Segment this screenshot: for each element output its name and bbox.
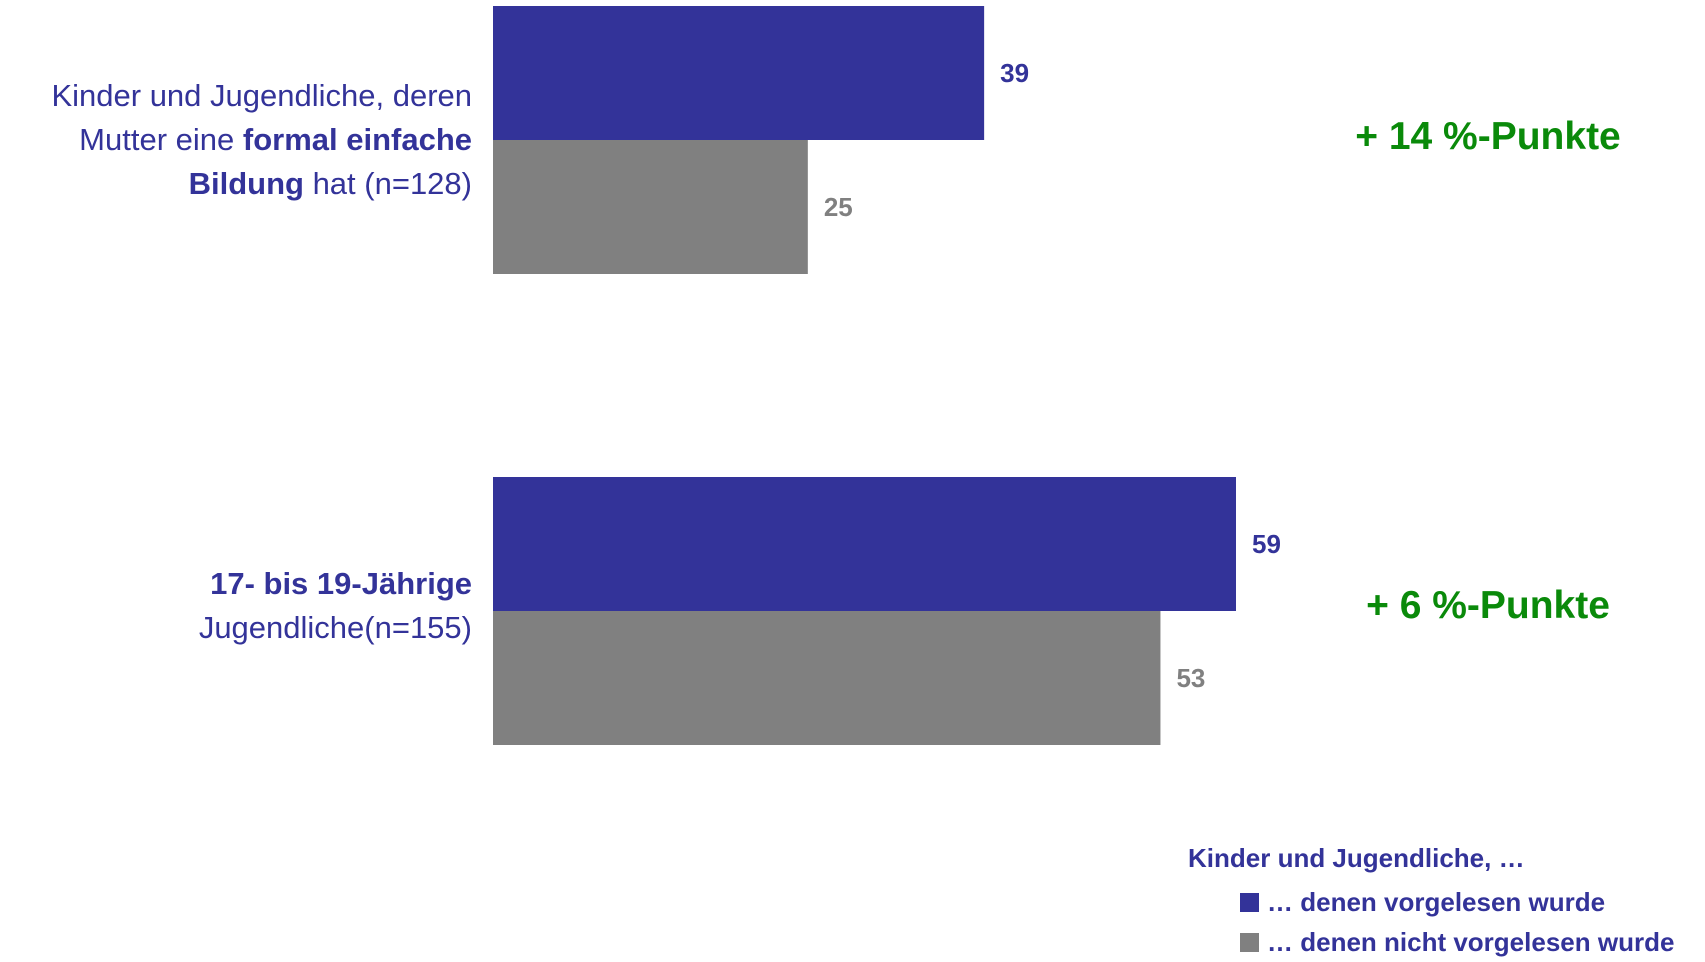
category-label-17-19-jaehrige: 17- bis 19-Jährige Jugendliche(n=155) <box>199 562 472 650</box>
legend-item-vorgelesen: … denen vorgelesen wurde <box>1240 887 1605 918</box>
category-label-line: Bildung hat (n=128) <box>188 166 472 201</box>
data-label-formal-einfache-bildung-series-1: 25 <box>824 192 853 222</box>
bar-17-19-jaehrige-series-0 <box>493 477 1236 611</box>
legend-item-label: … denen vorgelesen wurde <box>1267 887 1606 917</box>
difference-annotation-17-19-jaehrige: + 6 %-Punkte <box>1366 584 1610 627</box>
legend-swatch <box>1240 893 1259 912</box>
legend-item-nicht-vorgelesen: … denen nicht vorgelesen wurde <box>1240 927 1674 958</box>
legend-item-label: … denen nicht vorgelesen wurde <box>1267 927 1675 957</box>
legend-title: Kinder und Jugendliche, … <box>1188 843 1525 873</box>
category-label-line: Jugendliche(n=155) <box>198 610 472 645</box>
category-label-line: Kinder und Jugendliche, deren <box>51 78 472 113</box>
legend: Kinder und Jugendliche, … … denen vorgel… <box>1188 843 1674 957</box>
bar-formal-einfache-bildung-series-1 <box>493 140 808 274</box>
data-label-17-19-jaehrige-series-1: 53 <box>1176 663 1205 693</box>
category-label-line: Mutter eine formal einfache <box>79 122 472 157</box>
data-label-formal-einfache-bildung-series-0: 39 <box>1000 58 1029 88</box>
data-label-17-19-jaehrige-series-0: 59 <box>1252 529 1281 559</box>
difference-annotation-formal-einfache-bildung: + 14 %-Punkte <box>1355 115 1621 158</box>
bar-formal-einfache-bildung-series-0 <box>493 6 985 140</box>
legend-swatch <box>1240 933 1259 952</box>
bar-17-19-jaehrige-series-1 <box>493 611 1161 745</box>
category-label-formal-einfache-bildung: Kinder und Jugendliche, deren Mutter ein… <box>51 74 472 206</box>
category-label-line: 17- bis 19-Jährige <box>210 566 472 601</box>
